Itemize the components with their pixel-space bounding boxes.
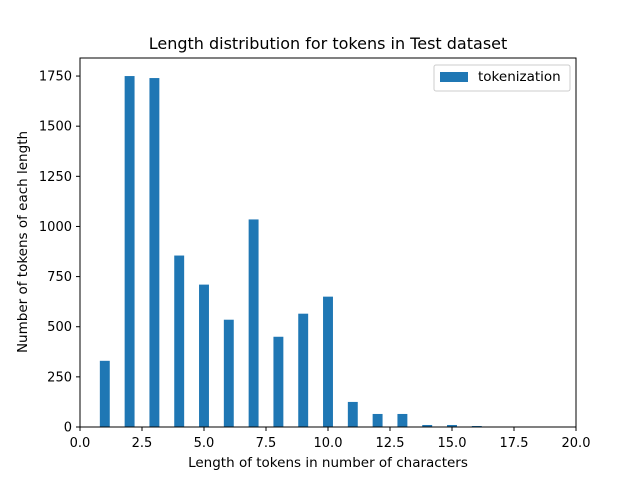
y-axis-label: Number of tokens of each length xyxy=(15,131,31,353)
bar-length-1 xyxy=(99,360,110,427)
x-axis-label: Length of tokens in number of characters xyxy=(188,455,468,471)
bars-layer xyxy=(99,76,482,428)
legend-swatch xyxy=(440,72,468,82)
bar-length-8 xyxy=(273,336,284,427)
y-tick-label: 1500 xyxy=(39,120,72,135)
bar-length-5 xyxy=(199,284,209,427)
bar-length-6 xyxy=(223,319,234,427)
y-tick-label: 1000 xyxy=(39,220,72,235)
legend-box xyxy=(433,64,571,92)
bar-length-15 xyxy=(447,424,457,427)
y-tick-label: 750 xyxy=(47,270,72,285)
x-tick-label: 0.0 xyxy=(70,436,91,451)
x-axis-ticks: 0.0 2.5 5.0 7.5 10.0 12.5 15.0 17.5 20.0 xyxy=(70,427,591,451)
y-tick-label: 1750 xyxy=(39,70,72,85)
bar-length-9 xyxy=(298,313,309,427)
legend: tokenization xyxy=(433,64,571,92)
bar-length-7 xyxy=(248,219,259,427)
x-tick-label: 12.5 xyxy=(376,436,405,451)
chart-title: Length distribution for tokens in Test d… xyxy=(149,34,508,53)
bar-length-12 xyxy=(372,413,383,427)
y-tick-label: 250 xyxy=(47,370,72,385)
bar-length-3 xyxy=(149,78,160,428)
bar-length-4 xyxy=(174,255,185,427)
y-axis-ticks: 0 250 500 750 1000 1250 1500 1750 xyxy=(39,70,80,436)
x-tick-label: 5.0 xyxy=(194,436,215,451)
y-tick-label: 0 xyxy=(64,421,72,436)
y-tick-label: 1250 xyxy=(39,170,72,185)
bar-length-14 xyxy=(422,424,433,427)
x-tick-label: 2.5 xyxy=(132,436,153,451)
bar-length-2 xyxy=(124,76,135,428)
bar-length-13 xyxy=(397,413,408,427)
bar-length-10 xyxy=(323,296,333,427)
bar-length-11 xyxy=(347,401,358,427)
x-tick-label: 20.0 xyxy=(562,436,591,451)
x-tick-label: 17.5 xyxy=(500,436,529,451)
y-tick-label: 500 xyxy=(47,320,72,335)
x-tick-label: 10.0 xyxy=(314,436,343,451)
x-tick-label: 15.0 xyxy=(438,436,467,451)
legend-label: tokenization xyxy=(478,69,561,85)
x-tick-label: 7.5 xyxy=(256,436,277,451)
